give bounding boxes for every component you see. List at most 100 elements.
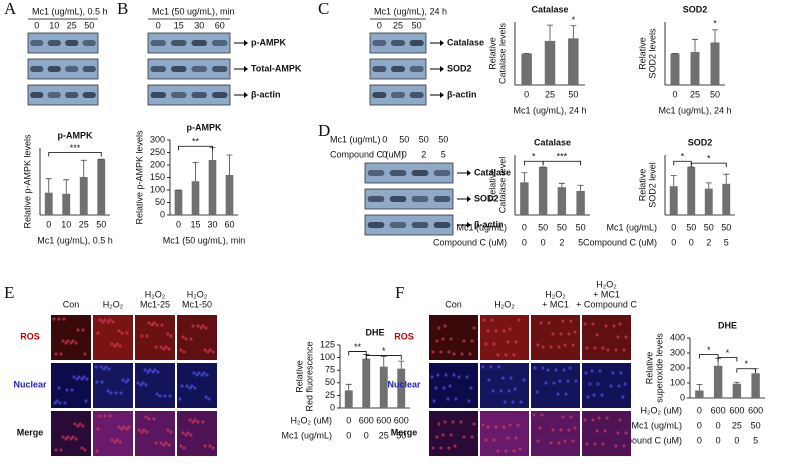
cell-spot (496, 449, 500, 453)
y-tick-label: 50 (155, 197, 165, 207)
cell-spot (84, 399, 88, 403)
row-name: Compound C (uM) (583, 237, 657, 247)
x-tick-label: 25 (545, 89, 555, 99)
cell-spot (169, 334, 173, 338)
x-tick-label: 60 (224, 219, 234, 229)
cell-spot (195, 373, 199, 377)
cell-spot (58, 401, 62, 405)
chart-title: Catalase (534, 137, 571, 147)
cell-spot (83, 448, 87, 452)
cell-spot (207, 397, 211, 401)
cell-spot (585, 442, 589, 446)
cell-spot (503, 400, 507, 404)
error-bar (547, 24, 553, 41)
cell-spot (179, 348, 183, 352)
cell-spot (462, 339, 466, 343)
blot-band (65, 40, 79, 46)
blot-arrowhead (440, 66, 444, 72)
cell-spot (164, 345, 168, 349)
micrograph (93, 411, 133, 456)
cell-spot (441, 433, 445, 437)
cell-spot (492, 438, 496, 442)
cell-spot (569, 319, 573, 323)
panel-letter: F (395, 283, 404, 302)
cell-spot (66, 435, 70, 439)
cell-spot (611, 371, 615, 375)
micrograph (93, 363, 133, 408)
cell-spot (189, 433, 193, 437)
column-label: + MC1 (542, 299, 569, 309)
blot-band (389, 222, 407, 228)
y-tick-label: 100 (320, 352, 335, 362)
cell-spot (452, 373, 456, 377)
cell-spot (447, 446, 451, 450)
cell-spot (81, 424, 85, 428)
bar (690, 51, 700, 85)
significance-mark: * (707, 154, 711, 164)
cell-spot (606, 348, 610, 352)
cell-spot (145, 334, 149, 338)
blot-arrowhead (244, 92, 248, 98)
x-tick-label: 600 (359, 415, 374, 425)
cell-spot (74, 437, 78, 441)
column-label: H₂O₂ (145, 289, 166, 299)
row-label: Nuclear (13, 379, 47, 389)
cell-spot (597, 416, 601, 420)
cell-spot (567, 428, 571, 432)
y-tick-label: 300 (150, 134, 165, 144)
y-tick-label: 75 (325, 365, 335, 375)
bar (208, 160, 217, 215)
significance-mark: ** (354, 342, 362, 352)
cell-spot (71, 435, 75, 439)
cell-spot (522, 378, 526, 382)
x-tick-label: 0 (671, 222, 676, 232)
lane-label: 10 (49, 20, 59, 30)
significance-mark: * (744, 359, 748, 369)
error-bar (692, 38, 698, 52)
cell-spot (449, 337, 453, 341)
cell-spot (190, 384, 194, 388)
cell-spot (167, 443, 171, 447)
row-name: Mc1 (ug/mL) (456, 222, 507, 232)
cell-spot (569, 415, 573, 419)
cell-spot (571, 439, 575, 443)
cell-spot (437, 326, 441, 330)
bar (568, 38, 579, 85)
cell-spot (472, 326, 476, 330)
cell-spot (114, 391, 118, 395)
bar (397, 368, 406, 408)
x-tick-label: 0 (346, 430, 351, 440)
cell-spot (199, 326, 203, 330)
cell-spot (137, 428, 141, 432)
y-tick-label: 0 (680, 392, 685, 402)
cell-spot (192, 371, 196, 375)
cell-spot (103, 414, 107, 418)
cell-spot (166, 428, 170, 432)
cell-spot (506, 436, 510, 440)
micrograph (135, 411, 175, 456)
cell-spot (101, 320, 105, 324)
row-name: H₂O₂ (uM) (291, 415, 332, 425)
cell-spot (196, 420, 200, 424)
cell-spot (470, 339, 474, 343)
cell-spot (154, 441, 158, 445)
cell-spot (600, 393, 604, 397)
x-axis-label: Mc1 (ug/mL), 24 h (658, 105, 731, 115)
cell-spot (76, 424, 80, 428)
blot-header: Mc1 (ug/mL), 0.5 h (32, 6, 108, 16)
x-tick-label: 0 (697, 420, 702, 430)
cell-spot (180, 384, 184, 388)
cell-spot (145, 430, 149, 434)
cell-spot (211, 446, 215, 450)
error-bar (712, 29, 718, 43)
cell-spot (62, 317, 66, 321)
blot-band (47, 92, 61, 98)
cell-spot (121, 378, 125, 382)
cell-spot (113, 344, 117, 348)
error-bar (723, 173, 730, 184)
error-bar (398, 360, 405, 369)
cell-spot (200, 373, 204, 377)
error-bar (577, 184, 584, 191)
significance-bracket (48, 152, 102, 157)
